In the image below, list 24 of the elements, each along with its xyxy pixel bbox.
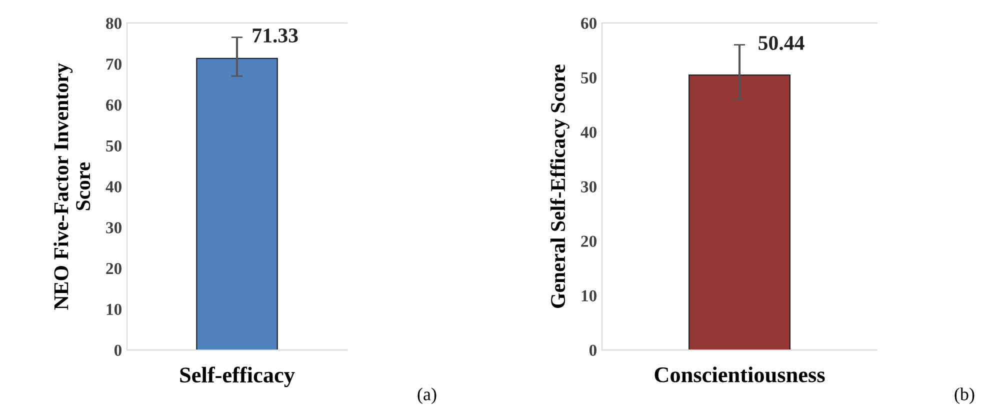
text: (b) xyxy=(954,388,974,404)
y-tick-label: 30 xyxy=(581,181,597,192)
data-label: 71.33 xyxy=(252,28,298,43)
y-tick-label: 50 xyxy=(581,72,597,84)
y-tick-label: 0 xyxy=(589,344,597,356)
data-label: 50.44 xyxy=(758,36,804,50)
x-tick-label: Conscientiousness xyxy=(654,366,825,382)
x-tick-label: Self-efficacy xyxy=(180,366,295,388)
y-tick-label: 60 xyxy=(581,18,597,29)
y-tick-label: 50 xyxy=(106,140,122,152)
y-tick-label: 10 xyxy=(106,304,122,316)
y-tick-label: 60 xyxy=(106,99,122,111)
y-tick-label: 70 xyxy=(106,58,122,70)
y-tick-label: 10 xyxy=(582,290,597,302)
y-tick-label: 40 xyxy=(106,181,122,192)
y-tick-label: 30 xyxy=(106,222,122,234)
text: (a) xyxy=(418,388,436,404)
y-tick-label: 80 xyxy=(106,18,122,29)
y-tick-label: 20 xyxy=(106,262,122,274)
y-tick-label: 40 xyxy=(580,126,597,138)
y-tick-label: 0 xyxy=(114,344,122,356)
y-tick-label: 20 xyxy=(581,236,597,247)
y-axis-title: General Self-Efficacy Score xyxy=(550,64,570,308)
y-axis-title: NEO Five-Factor Inventory Score xyxy=(54,63,90,310)
